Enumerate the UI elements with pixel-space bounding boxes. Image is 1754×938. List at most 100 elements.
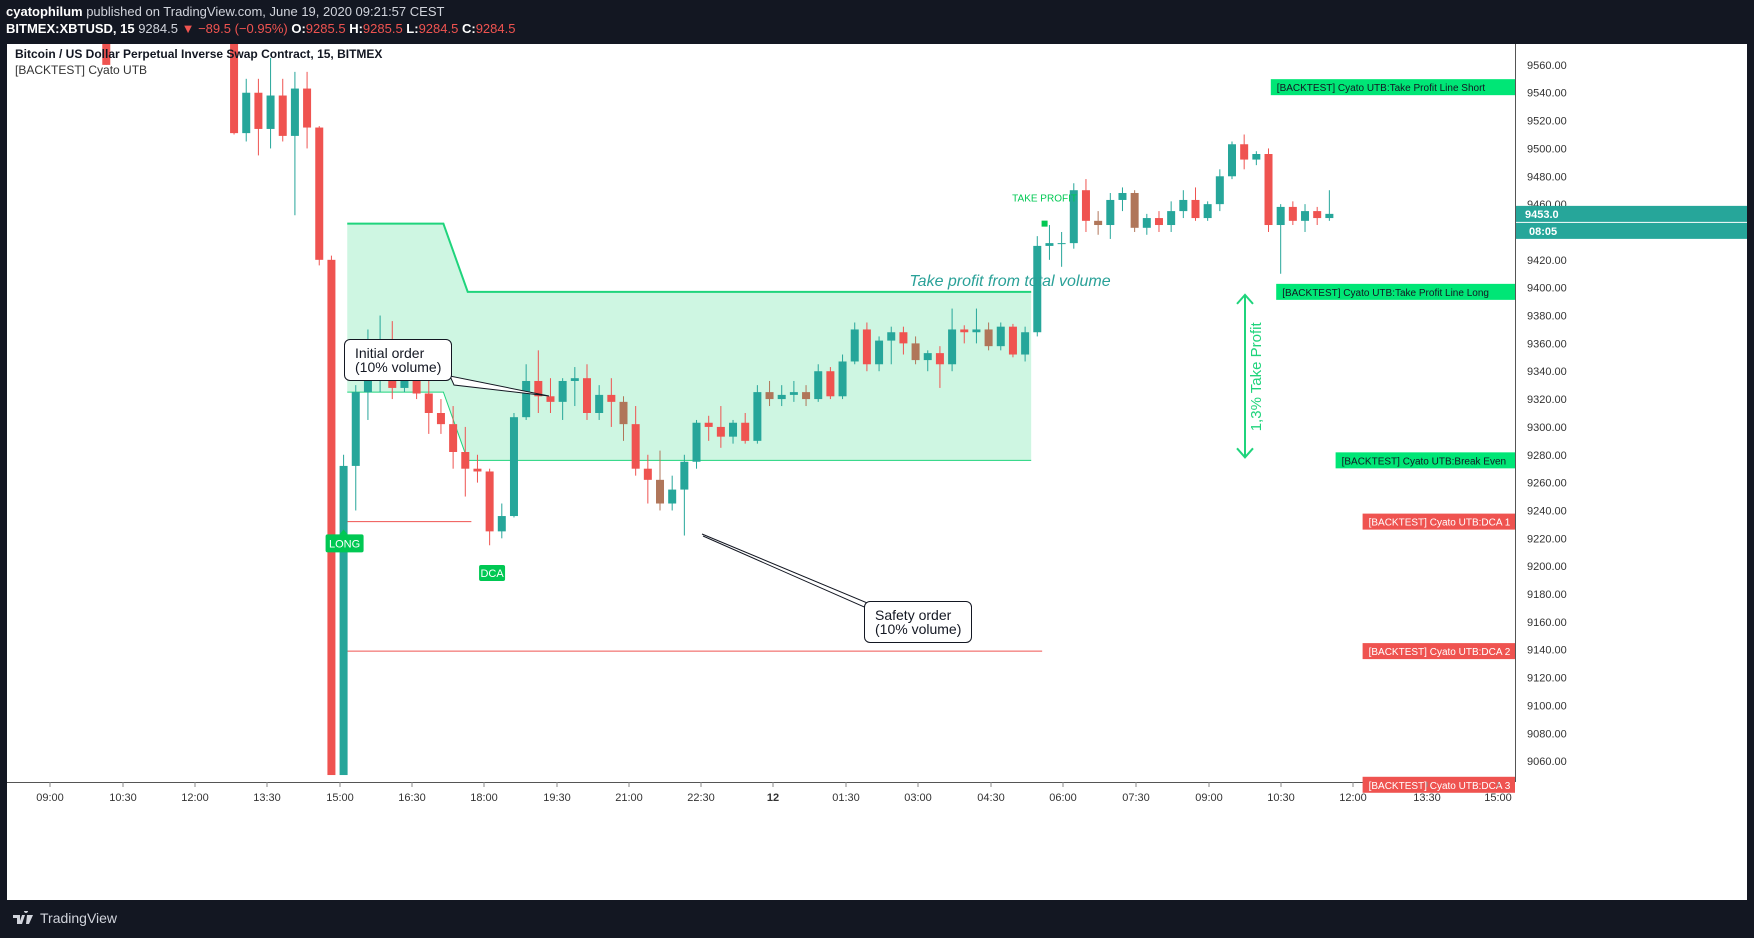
publisher-name[interactable]: cyatophilum [6,4,83,19]
price-tick-label: 9100.00 [1527,700,1567,712]
price-tick-label: 9140.00 [1527,645,1567,657]
candle-body [850,329,859,362]
candle [1179,190,1188,219]
price-tick-label: 9260.00 [1527,478,1567,490]
candle-body [315,127,324,260]
candle-body [692,422,701,462]
price-tick-label: 9080.00 [1527,728,1567,740]
countdown-tag [1516,222,1747,239]
candle-body [230,44,239,134]
candle [716,406,725,448]
candle-body [485,471,494,532]
candle-body [826,371,835,397]
time-tick-label: 18:00 [470,792,498,804]
candle-body [1191,199,1200,219]
candle-body [497,516,506,532]
price-tick-label: 9560.00 [1527,60,1567,72]
time-tick-label: 13:30 [253,792,281,804]
take-profit-zone [347,223,1032,461]
candle-body [436,413,445,425]
candle [887,326,896,365]
candle-body [607,394,616,402]
candle [850,322,859,365]
candle [497,503,506,539]
candlestick-chart[interactable]: Take profit from total volume 1,3% Take P… [7,44,1747,900]
chart-area[interactable]: Take profit from total volume 1,3% Take P… [7,44,1747,900]
candle [729,419,738,444]
candle [899,326,908,355]
candle [814,364,823,402]
candle-body [546,396,555,402]
candle-body [668,489,677,504]
candle [984,322,993,351]
price-tag [1362,643,1515,660]
price-tick-label: 9240.00 [1527,505,1567,517]
initial-order-callout: Initial order (10% volume) [344,339,453,381]
candle [862,322,871,372]
countdown-label: 08:05 [1529,226,1557,238]
candle-body [1154,218,1163,226]
candle-body [899,332,908,344]
time-tick-label: 13:30 [1413,792,1441,804]
price-tag-label: [BACKTEST] Cyato UTB:DCA 2 [1369,647,1511,658]
candle [290,71,299,216]
candle-body [1142,218,1151,228]
candle-body [582,378,591,413]
candle [570,367,579,407]
take-profit-annotation: Take profit from total volume [909,273,1110,290]
symbol-label: BITMEX:XBTUSD, 15 [6,21,135,36]
candle [558,378,567,420]
candle [1130,190,1139,232]
long-marker-arrow [339,529,348,535]
candle-body [1252,154,1261,160]
price-tag [1270,79,1515,96]
candle-body [887,332,896,341]
candle-body [814,371,823,400]
candle-body [254,92,263,129]
last-price-label: 9453.0 [1525,209,1559,221]
candle-body [960,329,969,333]
price-tick-label: 9180.00 [1527,589,1567,601]
time-tick-label: 03:00 [904,792,932,804]
price-axis-background [1515,44,1747,900]
candle [826,367,835,400]
candle-body [948,329,957,365]
indicator-name[interactable]: [BACKTEST] Cyato UTB [15,63,148,77]
candle-body [1325,213,1334,219]
candle-body [570,378,579,381]
candle-body [802,392,811,400]
candle-body [266,95,275,129]
candle [278,78,287,142]
candle-body [558,380,567,402]
candle [619,396,628,441]
candle-body [1203,204,1212,219]
published-text: published on TradingView.com, June 19, 2… [86,4,445,19]
candle-body [449,424,458,452]
candle-body [911,343,920,361]
candle-body [595,394,604,413]
candle-body [339,465,348,776]
down-arrow-icon: ▼ [181,21,195,36]
price-tag-label: [BACKTEST] Cyato UTB:Break Even [1342,456,1507,467]
time-tick-label: 12:00 [1339,792,1367,804]
candle [704,415,713,441]
candle [607,378,616,427]
candle-body [1069,190,1078,244]
candle [1240,134,1249,170]
candle-body [996,326,1005,347]
take-profit-label: TAKE PROFIT [1012,193,1077,204]
high-label: H: [349,21,363,36]
candle-body [704,422,713,427]
tradingview-brand[interactable]: TradingView [12,909,117,926]
chart-title: Bitcoin / US Dollar Perpetual Inverse Sw… [15,47,383,61]
tp-arrow-head-down [1236,447,1254,459]
price-tag [1362,776,1515,793]
price-tick-label: 9300.00 [1527,422,1567,434]
candle [668,475,677,511]
open-label: O: [291,21,306,36]
time-tick-label: 15:00 [1484,792,1512,804]
candle [1118,187,1127,212]
candle [242,78,251,142]
candle [1167,201,1176,232]
publish-line: cyatophilum published on TradingView.com… [6,4,444,19]
